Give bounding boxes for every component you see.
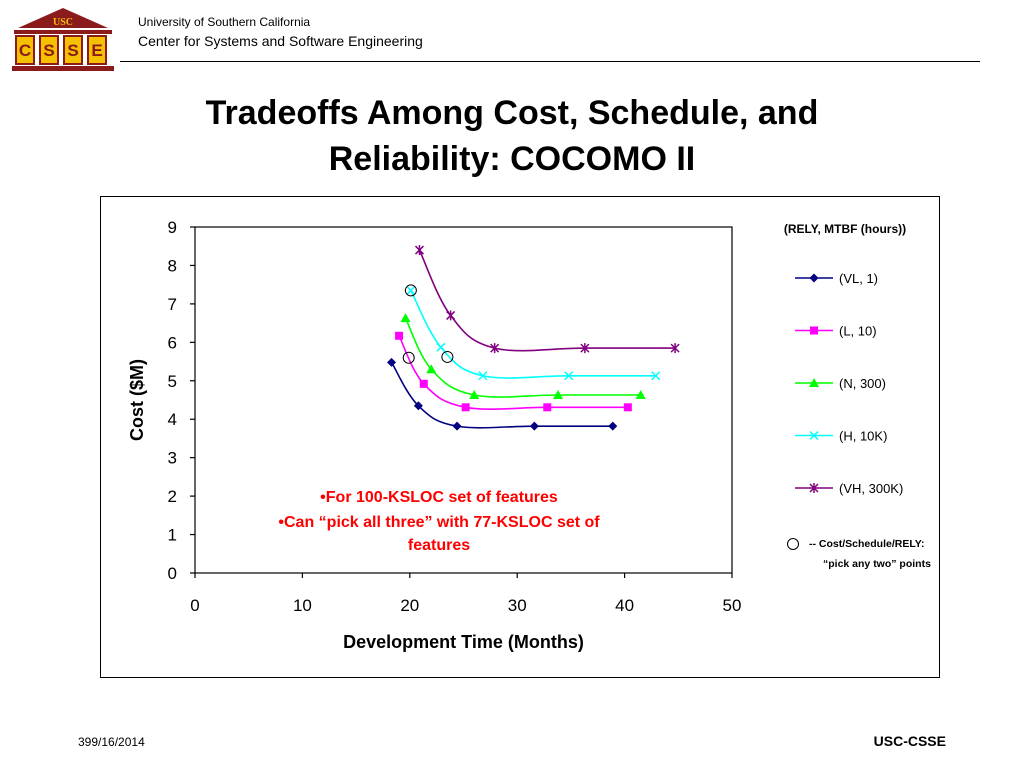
logo-roof — [18, 8, 108, 28]
x-tick-label: 40 — [615, 596, 634, 615]
legend-marker — [810, 326, 818, 335]
highlight-circle — [402, 351, 415, 364]
y-tick-label: 0 — [168, 564, 177, 583]
x-axis-label: Development Time (Months) — [343, 632, 584, 652]
y-tick-label: 6 — [168, 333, 177, 352]
x-tick-label: 50 — [723, 596, 742, 615]
svg-text:S: S — [67, 41, 78, 60]
data-point — [426, 364, 437, 374]
legend-label: (VH, 300K) — [839, 481, 903, 496]
legend-label: (N, 300) — [839, 376, 886, 391]
data-point — [564, 371, 574, 381]
slide-number: 39 — [78, 735, 92, 749]
slide-title: Tradeoffs Among Cost, Schedule, and Reli… — [0, 90, 1024, 182]
plot-area — [194, 226, 733, 574]
data-point — [387, 357, 397, 367]
data-point — [651, 371, 661, 381]
data-point — [436, 342, 446, 352]
university-name: University of Southern California — [138, 15, 311, 29]
y-tick-label: 7 — [168, 295, 177, 314]
data-point — [414, 245, 424, 256]
cost-schedule-chart: 0 1 2 3 4 5 6 7 8 9 0 10 20 30 40 50 Development Time (M… — [127, 218, 931, 652]
legend-highlight-label: -- Cost/Schedule/RELY: — [809, 538, 925, 550]
legend-title: (RELY, MTBF (hours)) — [784, 222, 906, 236]
svg-text:E: E — [91, 41, 102, 60]
y-tick-label: 9 — [168, 218, 177, 237]
legend-label: (H, 10K) — [839, 429, 887, 444]
data-point — [395, 331, 404, 340]
annotation-text: •Can “pick all three” with 77-KSLOC set … — [278, 514, 600, 531]
svg-text:C: C — [19, 41, 31, 60]
data-point — [478, 371, 488, 381]
svg-text:S: S — [43, 41, 54, 60]
y-tick-label: 5 — [168, 372, 177, 391]
y-tick-label: 8 — [168, 256, 177, 275]
highlight-circle — [441, 350, 454, 363]
slide-title-line1: Tradeoffs Among Cost, Schedule, and — [205, 94, 819, 132]
y-tick-label: 2 — [168, 487, 177, 506]
x-tick-label: 20 — [400, 596, 419, 615]
y-tick-label: 4 — [168, 410, 177, 429]
usc-csse-logo: USC C S S E — [12, 8, 114, 71]
slide-date: 9/16/2014 — [91, 735, 145, 749]
data-point — [446, 310, 456, 321]
legend-marker — [809, 273, 819, 283]
data-point — [419, 379, 428, 388]
chart-frame: 0 1 2 3 4 5 6 7 8 9 0 10 20 30 40 50 Development Time (M… — [100, 196, 940, 678]
data-point — [635, 390, 646, 400]
x-tick-label: 30 — [508, 596, 527, 615]
annotation-text: •For 100-KSLOC set of features — [320, 489, 558, 506]
y-axis-label: Cost ($M) — [127, 359, 147, 441]
legend-marker — [809, 378, 819, 387]
legend-marker — [809, 430, 819, 441]
center-name: Center for Systems and Software Engineer… — [138, 33, 423, 49]
legend-highlight-label: “pick any two” points — [823, 558, 931, 570]
annotation-text: features — [408, 537, 470, 554]
legend-highlight-circle — [787, 538, 799, 550]
data-point — [529, 421, 539, 431]
logo-usc-text: USC — [53, 17, 73, 28]
data-point — [553, 390, 564, 400]
data-point — [469, 390, 480, 400]
data-point — [406, 285, 416, 295]
highlight-circle — [404, 284, 417, 297]
data-point — [580, 343, 590, 354]
data-point — [461, 403, 470, 412]
series-line — [410, 290, 656, 379]
y-tick-label: 3 — [168, 449, 177, 468]
legend-label: (VL, 1) — [839, 271, 878, 286]
data-point — [400, 313, 411, 323]
series-line — [418, 249, 676, 352]
x-tick-label: 0 — [190, 596, 199, 615]
slide-title-line2: Reliability: COCOMO II — [328, 140, 696, 178]
logo-letters: C S S E — [15, 35, 107, 65]
data-point — [623, 403, 632, 412]
legend-marker — [809, 483, 819, 493]
data-point — [413, 401, 423, 411]
data-point — [543, 403, 552, 412]
series-line — [404, 317, 641, 398]
data-point — [670, 343, 680, 354]
data-point — [490, 343, 500, 354]
footer-left: 399/16/2014 — [78, 735, 145, 749]
footer-org: USC-CSSE — [873, 733, 946, 749]
data-point — [608, 421, 618, 431]
header-rule — [120, 61, 980, 62]
legend-label: (L, 10) — [839, 324, 877, 339]
y-tick-label: 1 — [168, 526, 177, 545]
x-tick-label: 10 — [293, 596, 312, 615]
data-point — [452, 421, 462, 431]
